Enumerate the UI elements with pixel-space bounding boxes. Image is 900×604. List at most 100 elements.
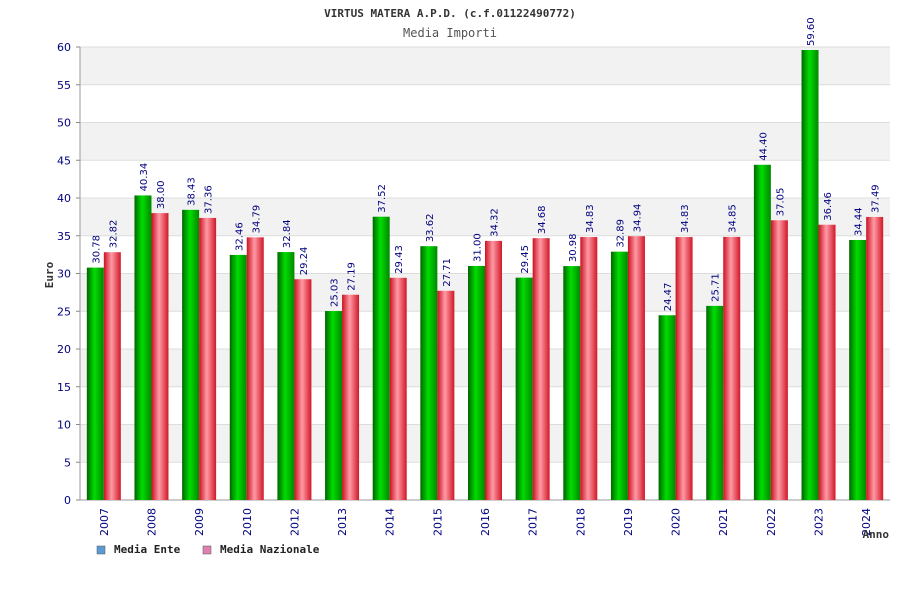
data-label-media-ente: 32.46 xyxy=(234,222,245,251)
data-label-media-ente: 25.03 xyxy=(330,278,341,307)
data-label-media-ente: 32.84 xyxy=(282,219,293,248)
legend-swatch-media-ente xyxy=(96,545,106,555)
y-tick-label: 10 xyxy=(57,419,71,432)
x-tick-label: 2021 xyxy=(717,508,730,536)
data-label-media-nazionale: 36.46 xyxy=(823,192,834,221)
grid-band xyxy=(80,47,890,85)
data-label-media-nazionale: 38.00 xyxy=(156,180,167,209)
bar-media-ente xyxy=(515,277,533,500)
data-label-media-nazionale: 34.83 xyxy=(585,204,596,233)
data-label-media-ente: 40.34 xyxy=(139,163,150,192)
y-tick-label: 20 xyxy=(57,343,71,356)
chart-title: VIRTUS MATERA A.P.D. (c.f.01122490772) xyxy=(324,7,576,20)
bar-media-ente xyxy=(277,252,295,500)
data-label-media-ente: 31.00 xyxy=(473,233,484,262)
bar-media-nazionale xyxy=(199,217,217,500)
bar-media-nazionale xyxy=(437,290,455,500)
y-tick-label: 15 xyxy=(57,381,71,394)
legend: Media Ente Media Nazionale xyxy=(96,543,320,556)
legend-label-media-nazionale: Media Nazionale xyxy=(220,543,320,556)
data-label-media-ente: 44.40 xyxy=(758,132,769,161)
x-tick-label: 2024 xyxy=(860,508,873,536)
bar-media-ente xyxy=(229,254,247,500)
bar-media-nazionale xyxy=(818,224,836,501)
x-tick-label: 2010 xyxy=(241,508,254,536)
x-tick-label: 2018 xyxy=(574,508,587,536)
bar-media-ente xyxy=(182,209,200,500)
y-tick-label: 25 xyxy=(57,305,71,318)
bar-media-nazionale xyxy=(294,279,312,500)
y-tick-label: 45 xyxy=(57,154,71,167)
y-tick-label: 0 xyxy=(64,494,71,507)
y-tick-label: 30 xyxy=(57,268,71,281)
data-label-media-ente: 34.44 xyxy=(854,207,865,236)
data-label-media-nazionale: 27.19 xyxy=(347,262,358,291)
x-tick-label: 2023 xyxy=(813,508,826,536)
bar-media-nazionale xyxy=(532,238,550,500)
bar-media-ente xyxy=(134,195,152,501)
x-tick-label: 2007 xyxy=(98,508,111,536)
y-tick-label: 35 xyxy=(57,230,71,243)
data-label-media-ente: 24.47 xyxy=(663,283,674,312)
x-tick-label: 2012 xyxy=(288,508,301,536)
y-tick-label: 55 xyxy=(57,79,71,92)
y-tick-label: 60 xyxy=(57,41,71,54)
data-label-media-nazionale: 34.83 xyxy=(680,204,691,233)
bar-media-nazionale xyxy=(770,220,788,500)
data-label-media-nazionale: 29.24 xyxy=(299,247,310,276)
x-tick-label: 2020 xyxy=(670,508,683,536)
data-label-media-ente: 30.98 xyxy=(568,233,579,262)
x-tick-label: 2013 xyxy=(336,508,349,536)
data-label-media-nazionale: 34.68 xyxy=(537,206,548,235)
data-label-media-nazionale: 37.49 xyxy=(871,184,882,213)
bar-media-nazionale xyxy=(580,237,598,500)
data-label-media-nazionale: 34.32 xyxy=(490,208,501,237)
bar-media-nazionale xyxy=(103,252,121,500)
data-label-media-ente: 29.45 xyxy=(520,245,531,274)
bar-media-nazionale xyxy=(627,236,645,500)
chart-subtitle: Media Importi xyxy=(403,26,497,40)
bar-media-ente xyxy=(420,246,438,500)
bar-media-nazionale xyxy=(151,213,169,500)
y-tick-label: 5 xyxy=(64,456,71,469)
x-axis-label: Anno xyxy=(863,528,890,541)
bar-media-ente xyxy=(849,239,867,500)
plot-area: 0 5 10 15 20 25 30 35 40 45 50 55 60 30.78 32.82 2007 40… xyxy=(57,17,890,536)
bar-media-ente xyxy=(658,315,676,500)
x-tick-label: 2008 xyxy=(145,508,158,536)
bar-media-nazionale xyxy=(485,240,502,500)
x-tick-label: 2009 xyxy=(193,508,206,536)
x-tick-label: 2015 xyxy=(431,508,444,536)
bar-media-ente xyxy=(86,267,104,500)
y-axis-label: Euro xyxy=(43,261,56,288)
data-label-media-ente: 33.62 xyxy=(425,214,436,243)
bar-media-ente xyxy=(325,311,343,500)
grid-band xyxy=(80,122,890,161)
x-tick-label: 2016 xyxy=(479,508,492,536)
bar-media-ente xyxy=(801,50,819,501)
data-label-media-ente: 37.52 xyxy=(377,184,388,213)
y-tick-label: 40 xyxy=(57,192,71,205)
data-label-media-nazionale: 27.71 xyxy=(442,258,453,287)
bar-media-ente xyxy=(563,266,581,500)
grid-band xyxy=(80,84,890,123)
data-label-media-nazionale: 34.94 xyxy=(632,204,643,233)
x-tick-label: 2019 xyxy=(622,508,635,536)
legend-swatch-media-nazionale xyxy=(202,545,212,555)
data-label-media-ente: 25.71 xyxy=(711,273,722,302)
bar-media-nazionale xyxy=(866,216,884,500)
bar-media-ente xyxy=(468,265,485,500)
data-label-media-ente: 38.43 xyxy=(187,177,198,206)
bar-media-nazionale xyxy=(246,237,264,500)
x-tick-label: 2017 xyxy=(527,508,540,536)
data-label-media-nazionale: 34.79 xyxy=(251,205,262,234)
data-label-media-nazionale: 29.43 xyxy=(394,245,405,274)
bar-media-nazionale xyxy=(675,237,693,500)
bar-media-nazionale xyxy=(389,277,407,500)
bar-media-ente xyxy=(753,164,771,500)
bar-media-ente xyxy=(372,216,390,500)
x-tick-label: 2014 xyxy=(384,508,397,536)
data-label-media-ente: 59.60 xyxy=(806,17,817,46)
